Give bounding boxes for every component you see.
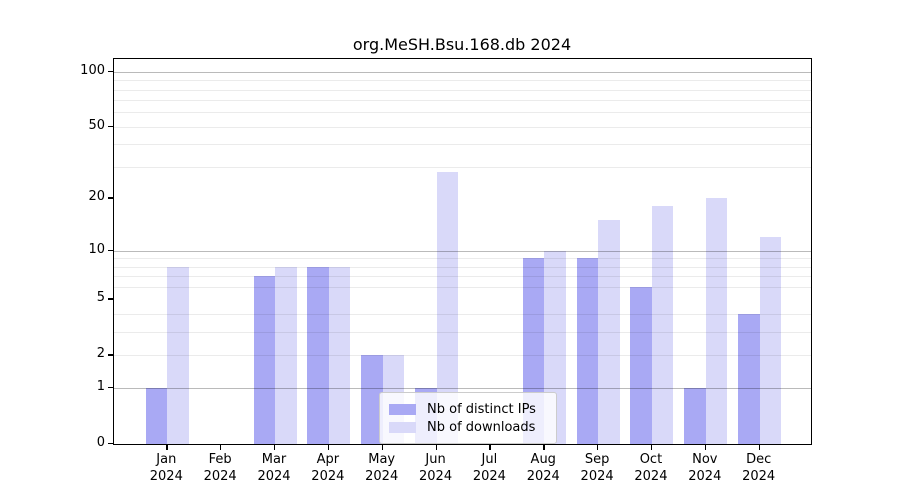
y-axis-tick-label: 5: [96, 290, 105, 306]
chart-title: org.MeSH.Bsu.168.db 2024: [352, 35, 572, 54]
x-axis-tick: [489, 445, 491, 450]
legend-label-downloads: Nb of downloads: [427, 420, 536, 435]
legend-swatch-downloads: [389, 422, 416, 433]
x-axis-label: Sep 2024: [580, 452, 614, 484]
bar-downloads: [759, 237, 782, 444]
x-axis-tick: [220, 445, 222, 450]
x-axis-label: Dec 2024: [742, 452, 776, 484]
legend-label-distinct-ips: Nb of distinct IPs: [427, 402, 536, 417]
bar-distinct-ips: [145, 388, 168, 444]
x-axis-label: Feb 2024: [203, 452, 237, 484]
y-axis-tick-label: 50: [88, 117, 105, 133]
bar-distinct-ips: [576, 258, 599, 444]
x-axis-tick: [435, 445, 437, 450]
y-axis-tick: [108, 249, 113, 251]
bar-downloads: [328, 266, 351, 444]
y-axis-tick: [108, 197, 113, 199]
legend-entry-downloads: Nb of downloads: [389, 419, 547, 436]
legend: Nb of distinct IPs Nb of downloads: [379, 392, 557, 444]
x-axis-label: Mar 2024: [257, 452, 291, 484]
y-axis-tick-label: 10: [88, 241, 105, 257]
gridline-minor: [114, 144, 811, 146]
x-axis-tick: [327, 445, 330, 450]
x-axis-tick: [650, 445, 653, 450]
gridline-minor: [114, 80, 811, 82]
bar-distinct-ips: [253, 276, 275, 444]
y-axis-tick: [108, 298, 113, 300]
legend-entry-distinct-ips: Nb of distinct IPs: [389, 401, 547, 418]
bar-downloads: [275, 266, 297, 444]
x-axis-tick: [758, 445, 760, 450]
bar-distinct-ips: [307, 266, 329, 444]
legend-swatch-distinct-ips: [389, 404, 416, 415]
y-axis-tick: [108, 354, 113, 356]
x-axis-tick: [597, 445, 599, 450]
gridline-minor: [114, 167, 811, 168]
bar-distinct-ips: [684, 388, 706, 444]
x-axis-tick: [381, 445, 383, 450]
gridline-major: [114, 71, 811, 73]
bar-downloads: [167, 266, 189, 444]
gridline-minor: [114, 112, 811, 114]
x-axis-label: Jan 2024: [149, 452, 183, 484]
y-axis-tick-label: 0: [96, 435, 105, 450]
x-axis-label: Jun 2024: [419, 452, 453, 484]
y-axis-tick-label: 100: [80, 62, 105, 78]
bar-distinct-ips: [361, 355, 383, 444]
gridline-minor: [114, 100, 811, 102]
x-axis-label: Nov 2024: [688, 452, 722, 484]
bar-downloads: [598, 220, 620, 444]
y-axis-tick-label: 20: [88, 189, 105, 205]
x-axis-label: Apr 2024: [311, 452, 345, 484]
x-axis-label: Jul 2024: [472, 452, 506, 484]
x-axis-tick: [543, 445, 545, 450]
bar-downloads: [705, 198, 728, 444]
x-axis-label: Aug 2024: [526, 452, 560, 484]
bar-downloads: [436, 172, 459, 444]
y-axis-tick: [108, 70, 113, 72]
y-axis-tick: [108, 443, 113, 445]
x-axis-label: May 2024: [365, 452, 399, 484]
gridline-minor: [114, 126, 811, 128]
y-axis-tick: [108, 387, 113, 389]
y-axis-tick-label: 1: [96, 379, 105, 395]
bar-distinct-ips: [738, 314, 760, 444]
x-axis-tick: [704, 445, 707, 450]
y-axis-tick: [108, 125, 113, 128]
x-axis-tick: [166, 445, 168, 450]
bar-downloads: [651, 206, 674, 444]
y-axis-tick-label: 2: [96, 346, 105, 362]
plot-area: Nb of distinct IPs Nb of downloads: [113, 58, 812, 445]
bar-distinct-ips: [630, 287, 652, 444]
gridline-minor: [114, 89, 811, 91]
x-axis-label: Oct 2024: [634, 452, 668, 484]
x-axis-tick: [274, 445, 276, 450]
